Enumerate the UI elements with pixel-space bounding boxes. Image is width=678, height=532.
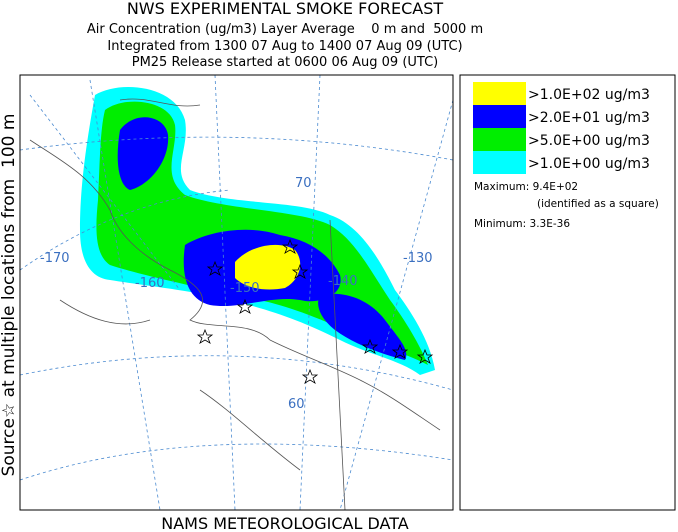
legend-swatch	[473, 151, 526, 174]
map: -170 -160 -150 -140 -130 70 60	[20, 75, 453, 510]
legend-swatch	[473, 82, 526, 105]
longitude-label: -140	[328, 274, 358, 289]
subtitle: Air Concentration (ug/m3) Layer Average …	[87, 22, 483, 37]
latitude-label: 60	[288, 397, 305, 412]
maximum-note: (identified as a square)	[537, 198, 659, 210]
coastline	[29, 98, 441, 510]
longitude-label: -160	[135, 276, 165, 291]
legend-label: >2.0E+01 ug/m3	[528, 110, 650, 126]
maximum: Maximum: 9.4E+02	[474, 181, 578, 193]
latitude-label: 70	[295, 176, 312, 191]
source-markers	[196, 238, 434, 384]
plume-blue	[117, 117, 169, 190]
legend-label: >1.0E+00 ug/m3	[528, 156, 650, 172]
legend-label: >1.0E+02 ug/m3	[528, 87, 650, 103]
title: NWS EXPERIMENTAL SMOKE FORECAST	[127, 0, 444, 18]
longitude-label: -130	[403, 251, 433, 266]
legend: >1.0E+02 ug/m3 >2.0E+01 ug/m3 >5.0E+00 ug/…	[473, 82, 650, 174]
plume-yellow	[235, 244, 301, 290]
graticule	[20, 75, 453, 510]
longitude-label: -150	[230, 281, 260, 296]
subtitle: Integrated from 1300 07 Aug to 1400 07 A…	[107, 39, 462, 54]
map-frame	[19, 74, 454, 511]
subtitle: PM25 Release started at 0600 06 Aug 09 (…	[132, 55, 439, 70]
footer: NAMS METEOROLOGICAL DATA	[161, 514, 409, 532]
longitude-label: -170	[40, 251, 70, 266]
plume-blue	[318, 293, 407, 360]
minimum: Minimum: 3.3E-36	[474, 218, 570, 230]
legend-swatch	[473, 128, 526, 151]
legend-label: >5.0E+00 ug/m3	[528, 133, 650, 149]
legend-swatch	[473, 105, 526, 128]
side-label: Source☆ at multiple locations from 100 m	[0, 114, 19, 477]
legend-frame	[459, 74, 676, 511]
